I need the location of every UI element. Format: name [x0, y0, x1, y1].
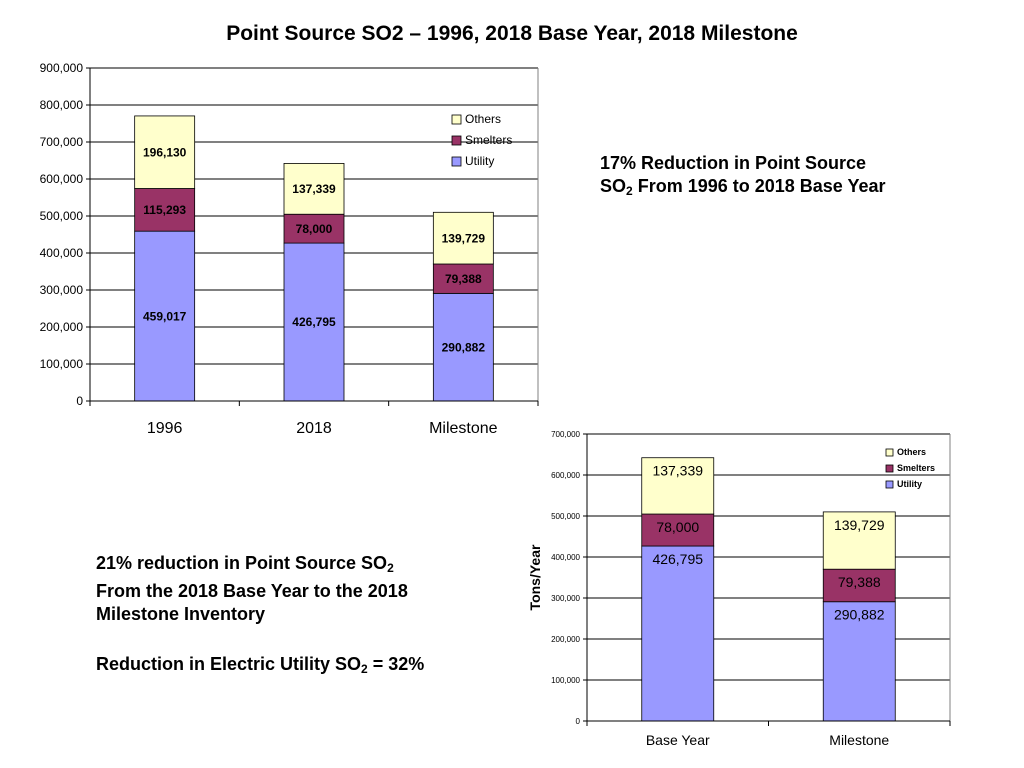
y-axis-title: Tons/Year [527, 544, 543, 610]
x-tick-label: Base Year [646, 732, 710, 748]
data-label-utility: 459,017 [143, 309, 187, 323]
legend-swatch-others [451, 114, 462, 125]
note-top-line-1: 17% Reduction in Point Source [600, 153, 867, 173]
y-tick-label: 700,000 [40, 135, 84, 149]
bar-others-2018 [283, 163, 345, 215]
y-tick-label: 200,000 [551, 635, 580, 644]
data-label-utility: 290,882 [834, 607, 885, 623]
bar-others-1996 [134, 115, 196, 189]
y-tick-label: 0 [76, 394, 83, 408]
y-tick-label: 500,000 [40, 209, 84, 223]
y-tick-label: 200,000 [40, 320, 84, 334]
x-tick-label: 2018 [296, 420, 332, 437]
data-label-utility: 426,795 [652, 551, 703, 567]
y-tick-label: 300,000 [551, 594, 580, 603]
legend-label-others: Others [465, 112, 501, 126]
data-label-smelters: 79,388 [445, 272, 482, 286]
x-tick-label: Milestone [429, 420, 498, 437]
bar-others-base-year [641, 457, 715, 515]
y-tick-label: 600,000 [551, 471, 580, 480]
data-label-others: 139,729 [442, 231, 486, 245]
note-bottom: 21% reduction in Point Source SO2 From th… [96, 552, 424, 681]
legend-swatch-utility [885, 480, 894, 489]
slide-title: Point Source SO2 – 1996, 2018 Base Year,… [226, 22, 798, 45]
chart-base-year-milestone: 0 100,000 200,000 300,000 400,000 500,000 600,… [520, 425, 960, 760]
y-tick-label: 300,000 [40, 283, 84, 297]
legend: Others Smelters Utility [451, 112, 512, 168]
bar-smelters-base-year [641, 513, 715, 547]
x-tick-label: Milestone [829, 732, 889, 748]
chart-1996-2018-milestone: 0 100,000 200,000 300,000 400,000 500,000 600,… [0, 55, 560, 445]
y-tick-label: 800,000 [40, 98, 84, 112]
legend-label-others: Others [897, 447, 926, 457]
bar-smelters-1996 [134, 188, 196, 232]
y-tick-label: 700,000 [551, 430, 580, 439]
data-label-smelters: 79,388 [838, 574, 881, 590]
legend-label-smelters: Smelters [897, 463, 935, 473]
data-label-smelters: 78,000 [656, 519, 699, 535]
data-label-others: 137,339 [652, 463, 703, 479]
legend-swatch-smelters [451, 135, 462, 146]
y-tick-label: 900,000 [40, 61, 84, 75]
chart-svg: 0 100,000 200,000 300,000 400,000 500,000 600,… [527, 430, 951, 748]
note-bottom-paragraph-1: 21% reduction in Point Source SO2 From th… [96, 553, 408, 624]
y-tick-label: 400,000 [551, 553, 580, 562]
legend-swatch-smelters [885, 464, 894, 473]
y-tick-label: 0 [576, 717, 581, 726]
data-label-others: 196,130 [143, 145, 187, 159]
legend-label-utility: Utility [897, 479, 922, 489]
data-label-utility: 426,795 [292, 315, 336, 329]
y-tick-label: 500,000 [551, 512, 580, 521]
data-label-utility: 290,882 [442, 340, 486, 354]
data-label-others: 137,339 [292, 182, 336, 196]
bar-others-milestone [432, 211, 494, 265]
note-bottom-paragraph-2: Reduction in Electric Utility SO2 = 32% [96, 654, 425, 676]
legend-label-utility: Utility [465, 154, 494, 168]
bar-utility-base-year [641, 545, 715, 722]
y-tick-label: 100,000 [551, 676, 580, 685]
data-label-smelters: 78,000 [296, 222, 333, 236]
x-tick-label: 1996 [147, 420, 183, 437]
legend-swatch-others [885, 448, 894, 457]
y-tick-label: 100,000 [40, 357, 84, 371]
chart-svg: 0 100,000 200,000 300,000 400,000 500,000 600,… [40, 61, 539, 437]
bar-utility-1996 [134, 230, 196, 402]
y-tick-label: 400,000 [40, 246, 84, 260]
legend: Others Smelters Utility [885, 447, 935, 489]
bar-others-milestone [822, 511, 896, 570]
bar-utility-milestone [432, 292, 494, 402]
note-top-line-2: SO2 From 1996 to 2018 Base Year [600, 176, 886, 198]
data-label-smelters: 115,293 [143, 203, 186, 217]
y-tick-label: 600,000 [40, 172, 84, 186]
bar-smelters-2018 [283, 213, 345, 244]
bar-smelters-milestone [822, 568, 896, 603]
data-label-others: 139,729 [834, 517, 885, 533]
legend-swatch-utility [451, 156, 462, 167]
legend-label-smelters: Smelters [465, 133, 512, 147]
note-top: 17% Reduction in Point Source SO2 From 1… [600, 152, 886, 203]
